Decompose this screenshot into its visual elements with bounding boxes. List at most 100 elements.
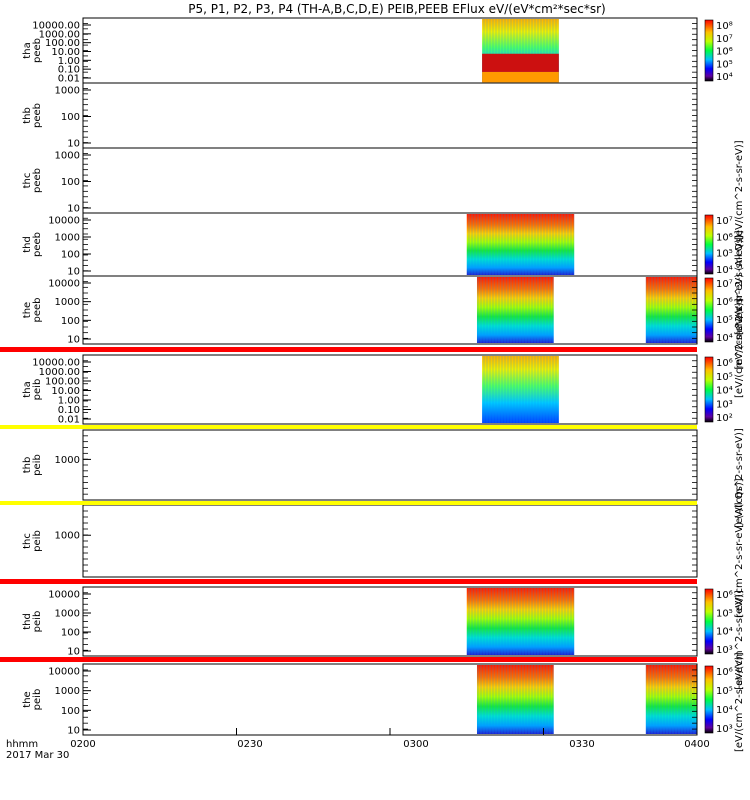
panel-thc-peib: 1000 thc peib: [22, 504, 698, 578]
colorbar-unit-label-5: [eV/(cm^2-s-sr-eV)]: [734, 428, 745, 528]
colorbar-tick-label: 10⁴: [716, 333, 733, 344]
y-tick-label: 1000.00: [39, 367, 80, 378]
y-tick-label: 1000: [55, 86, 80, 97]
panel-ylabel-line-1: thd: [22, 613, 33, 630]
panel-frame: [82, 82, 698, 149]
panel-frame: [82, 663, 698, 736]
colorbar-tick-label: 10⁷: [716, 34, 733, 45]
colorbar-tick-label: 10⁵: [716, 608, 733, 619]
colorbar-the-peeb: [704, 277, 714, 343]
y-tick-label: 0.01: [58, 74, 80, 85]
spectrogram-texture-1: [476, 665, 554, 734]
colorbar-tick-label: 10⁶: [716, 667, 733, 678]
flag-band: [0, 425, 697, 429]
x-tick-0200: 0200: [70, 739, 95, 750]
y-tick-label: 10000: [48, 279, 80, 290]
colorbar-tha-peeb: [704, 19, 714, 82]
panel-ylabel-line-1: thc: [22, 173, 33, 189]
colorbar-tick-label: 10⁸: [716, 21, 733, 32]
colorbar-tha-peib: [704, 356, 714, 423]
panel-ylabel-line-1: thb: [22, 107, 33, 124]
colorbar-tick-label: 10⁶: [716, 358, 733, 369]
y-tick-label: 0.10: [58, 405, 80, 416]
panel-ylabel-line-2: peib: [32, 530, 43, 552]
low-energy-band: [482, 53, 559, 72]
y-tick-label: 1000.00: [39, 29, 80, 40]
y-tick-label: 10.00: [51, 386, 80, 397]
y-tick-label: 100: [61, 177, 80, 188]
colorbar-tick-label: 10⁵: [716, 249, 733, 260]
y-tick-label: 10000: [48, 590, 80, 601]
x-tick-0300: 0300: [403, 739, 428, 750]
y-tick-label: 1000: [55, 455, 80, 466]
y-tick-label: 1.00: [58, 396, 80, 407]
spectrogram-texture-1: [466, 588, 575, 655]
y-tick-label: 1000: [55, 609, 80, 620]
colorbar-tick-label: 10⁵: [716, 59, 733, 70]
y-tick-label: 10000: [48, 667, 80, 678]
y-tick-label: 100.00: [45, 38, 80, 49]
x-axis: hhmm 2017 Mar 30 0200 0230 0300 0330 040…: [6, 739, 710, 761]
y-tick-label: 100: [61, 628, 80, 639]
y-tick-label: 10000: [48, 216, 80, 227]
panel-ylabel-line-2: peib: [32, 454, 43, 476]
spectrogram-texture-1: [476, 277, 554, 343]
y-tick-label: 10: [67, 139, 80, 150]
x-tick-0400: 0400: [684, 739, 709, 750]
flag-band: [0, 501, 697, 505]
flag-band: [0, 579, 697, 584]
colorbar-tick-label: 10⁴: [716, 386, 733, 397]
panel-the-peib: 10000 1000 100 10 the peib: [22, 663, 698, 737]
y-tick-label: 1000: [55, 297, 80, 308]
panel-ylabel-line-1: thb: [22, 457, 33, 474]
y-tick-label: 1000: [55, 151, 80, 162]
panel-thb-peeb: 1000 100 10 thb peeb: [22, 82, 698, 150]
colorbar-tick-label: 10⁶: [716, 232, 733, 243]
panels-group: 10000.001000.00100.0010.001.000.100.01th…: [22, 17, 698, 737]
y-tick-label: 100.00: [45, 377, 80, 388]
spectrogram-texture-1: [466, 214, 575, 275]
colorbar-tick-label: 10⁴: [716, 627, 733, 638]
colorbar-tick-label: 10⁶: [716, 47, 733, 58]
flag-band: [0, 657, 697, 662]
x-tick-0230: 0230: [237, 739, 262, 750]
y-tick-label: 1000: [55, 233, 80, 244]
colorbar-tick-label: 10⁷: [716, 279, 733, 290]
y-tick-label: 0.01: [58, 415, 80, 426]
panel-ylabel-line-1: thd: [22, 236, 33, 253]
spectrogram-texture-2: [645, 277, 697, 343]
y-tick-label: 1000: [55, 531, 80, 542]
y-tick-label: 100: [61, 112, 80, 123]
lowest-energy-band: [482, 71, 559, 83]
colorbar-tick-label: 10³: [716, 399, 733, 410]
spectrogram-texture-1: [482, 356, 559, 423]
y-tick-label: 10000.00: [32, 358, 80, 369]
chart-title: P5, P1, P2, P3, P4 (TH-A,B,C,D,E) PEIB,P…: [188, 2, 605, 16]
y-tick-label: 10000.00: [32, 21, 80, 32]
panel-ylabel-line-2: peeb: [32, 232, 43, 257]
panel-ylabel-line-2: peeb: [32, 298, 43, 323]
colorbar-tick-label: 10³: [716, 645, 733, 656]
colorbar-thd-peeb: [704, 214, 714, 275]
panel-frame: [82, 212, 698, 277]
panel-thc-peeb: 1000 100 10 thc peeb: [22, 147, 698, 215]
colorbar-tick-label: 10⁵: [716, 372, 733, 383]
y-tick-label: 10: [67, 267, 80, 278]
flag-bands: [0, 347, 697, 662]
panel-frame: [82, 504, 698, 578]
y-tick-label: 0.10: [58, 65, 80, 76]
panel-ylabel-line-2: peeb: [32, 103, 43, 128]
colorbar-tick-label: 10⁷: [716, 216, 733, 227]
colorbar-unit-label-6: [eV/(cm^2-s-sr-eV) (All Qs)]: [734, 478, 745, 617]
panel-frame: [82, 147, 698, 214]
colorbar-tick-label: 10⁶: [716, 590, 733, 601]
y-tick-label: 10: [67, 335, 80, 346]
colorbars-group: 10⁸10⁷10⁶10⁵10⁴10⁷10⁶10⁵10⁴10⁷10⁶10⁵10⁴1…: [704, 19, 733, 735]
y-tick-label: 1.00: [58, 56, 80, 67]
colorbar-tick-label: 10⁴: [716, 265, 733, 276]
colorbar-tick-label: 10²: [716, 413, 733, 424]
panel-ylabel-line-2: peib: [32, 611, 43, 633]
y-tick-label: 10: [67, 204, 80, 215]
colorbar-tick-label: 10⁵: [716, 686, 733, 697]
